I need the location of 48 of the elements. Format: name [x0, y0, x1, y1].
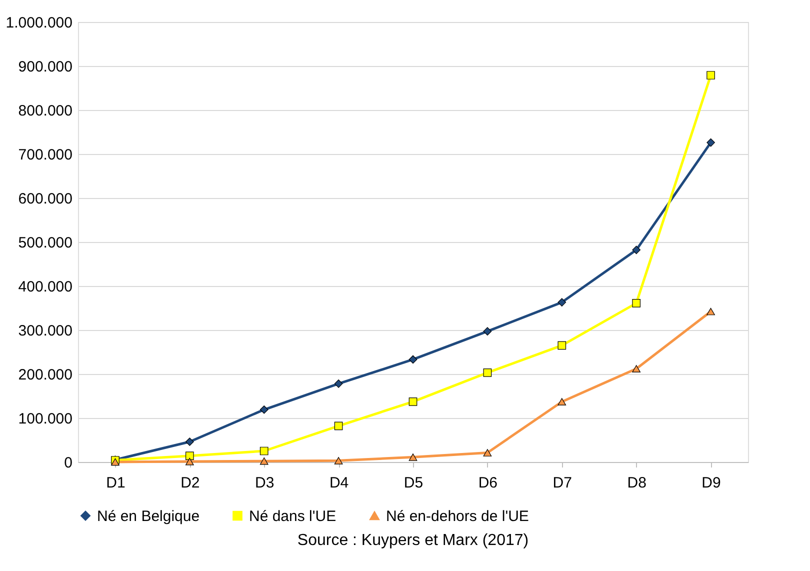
point: [483, 449, 492, 456]
x-tick-label: D9: [702, 474, 721, 492]
point: [260, 405, 268, 414]
y-tick-label: 600.000: [18, 190, 72, 208]
point: [558, 398, 566, 406]
point: [408, 355, 418, 364]
x-tick-label: D1: [106, 474, 126, 492]
source-note: Source : Kuypers et Marx (2017): [297, 532, 529, 549]
point: [260, 457, 268, 465]
x-tick-label: D8: [627, 474, 646, 492]
point: [334, 380, 343, 388]
point: [260, 446, 268, 456]
point: [483, 327, 492, 336]
y-tick-label: 500.000: [18, 234, 72, 252]
y-tick-label: 300.000: [18, 322, 72, 340]
x-tick-label: D7: [552, 474, 572, 492]
point: [706, 138, 715, 147]
y-tick-label: 800.000: [18, 102, 72, 120]
x-tick-label: D5: [404, 474, 424, 492]
x-tick-label: D2: [180, 474, 200, 492]
x-tick-label: D4: [329, 474, 349, 492]
point: [558, 341, 566, 350]
y-tick-label: 1.000.000: [6, 14, 72, 32]
legend-label: Né en-dehors de l'UE: [386, 508, 529, 525]
x-tick-label: D6: [478, 474, 498, 492]
y-tick-label: 100.000: [18, 410, 72, 428]
point: [334, 422, 343, 430]
x-tick-label: D3: [255, 474, 274, 492]
point: [632, 298, 641, 308]
y-tick-label: 700.000: [18, 146, 72, 164]
point: [334, 457, 343, 464]
legend-label: Né en Belgique: [97, 508, 200, 525]
point: [632, 365, 641, 372]
y-tick-label: 900.000: [18, 58, 72, 76]
point: [408, 454, 418, 461]
point: [706, 71, 715, 80]
point: [706, 308, 715, 316]
point: [558, 298, 566, 306]
point: [185, 458, 194, 466]
y-tick-label: 0: [64, 454, 72, 472]
point: [185, 438, 194, 446]
legend-label: Né dans l'UE: [249, 508, 336, 525]
point: [632, 246, 641, 254]
point: [408, 398, 418, 406]
point: [483, 368, 492, 377]
point: [185, 452, 194, 460]
y-tick-label: 400.000: [18, 278, 72, 296]
y-tick-label: 200.000: [18, 366, 72, 384]
